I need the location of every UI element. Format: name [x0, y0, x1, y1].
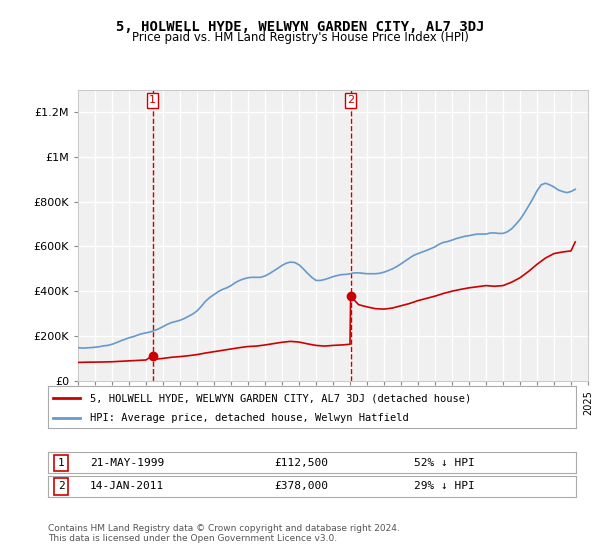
Text: 2: 2 [347, 95, 354, 105]
Text: 5, HOLWELL HYDE, WELWYN GARDEN CITY, AL7 3DJ (detached house): 5, HOLWELL HYDE, WELWYN GARDEN CITY, AL7… [90, 393, 472, 403]
Text: Contains HM Land Registry data © Crown copyright and database right 2024.
This d: Contains HM Land Registry data © Crown c… [48, 524, 400, 543]
Text: 1: 1 [149, 95, 156, 105]
Text: £112,500: £112,500 [274, 458, 328, 468]
Text: 52% ↓ HPI: 52% ↓ HPI [413, 458, 475, 468]
Text: 5, HOLWELL HYDE, WELWYN GARDEN CITY, AL7 3DJ: 5, HOLWELL HYDE, WELWYN GARDEN CITY, AL7… [116, 20, 484, 34]
Text: Price paid vs. HM Land Registry's House Price Index (HPI): Price paid vs. HM Land Registry's House … [131, 31, 469, 44]
Text: 14-JAN-2011: 14-JAN-2011 [90, 482, 164, 491]
Text: 2: 2 [58, 482, 65, 491]
Text: 21-MAY-1999: 21-MAY-1999 [90, 458, 164, 468]
Text: £378,000: £378,000 [274, 482, 328, 491]
Text: HPI: Average price, detached house, Welwyn Hatfield: HPI: Average price, detached house, Welw… [90, 413, 409, 423]
Text: 29% ↓ HPI: 29% ↓ HPI [413, 482, 475, 491]
Text: 1: 1 [58, 458, 65, 468]
